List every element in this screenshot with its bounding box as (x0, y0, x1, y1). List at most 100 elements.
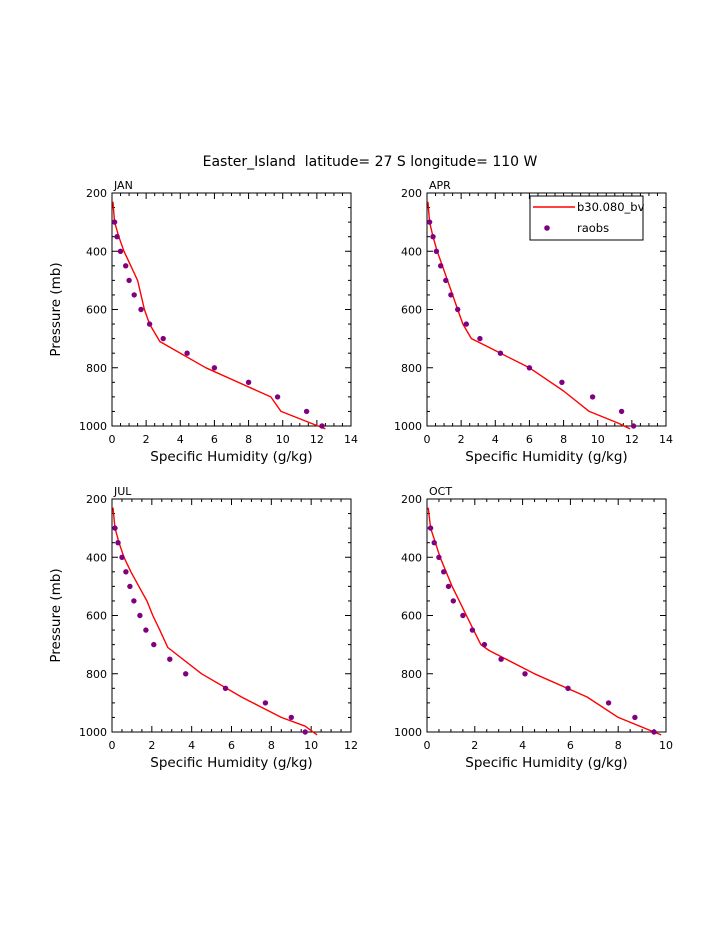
y-tick-label: 200 (86, 187, 107, 200)
raobs-point (151, 641, 157, 648)
panel-jan: JAN 0 2 4 6 8 10 12 14 200 400 600 800 1000 Specific H… (48, 179, 358, 465)
raobs-point (565, 685, 571, 691)
raobs-point (630, 423, 637, 429)
panels: JAN 0 2 4 6 8 10 12 14 200 400 600 800 1000 Specific H… (48, 179, 673, 771)
x-tick-label: 14 (659, 433, 673, 446)
panel-oct: OCT 0 2 4 6 8 10 200 400 600 800 1000 Specific Humid… (394, 485, 673, 771)
x-tick-label: 8 (615, 739, 622, 752)
x-tick-label: 2 (148, 739, 155, 752)
raobs-point (498, 656, 504, 662)
y-axis-label: Pressure (mb) (48, 568, 64, 662)
y-tick-label: 1000 (79, 726, 107, 739)
raobs-point (137, 612, 143, 619)
x-tick-label: 6 (228, 739, 235, 752)
raobs-point (477, 335, 483, 342)
x-tick-label: 10 (591, 433, 605, 446)
legend-model-label: b30.080_bv (577, 200, 645, 214)
y-tick-label: 400 (401, 551, 422, 564)
raobs-point (127, 583, 133, 590)
raobs-point (559, 379, 565, 385)
raobs-point (303, 408, 310, 415)
raobs-point (288, 714, 294, 721)
raobs-point (481, 641, 488, 648)
plot-frame (111, 192, 352, 427)
panel-jul: JUL 0 2 4 6 8 10 12 200 400 600 800 1000 Specific Hum… (48, 485, 358, 771)
raobs-point (160, 335, 166, 342)
x-tick-label: 10 (276, 433, 290, 446)
raobs-point (245, 379, 252, 385)
raobs-point (469, 627, 476, 633)
model-profile-line (112, 201, 326, 430)
plot-frame (111, 498, 352, 733)
legend: b30.080_bv raobs (529, 195, 645, 241)
y-tick-label: 1000 (394, 420, 422, 433)
raobs-point (455, 306, 461, 313)
raobs-point (632, 714, 638, 721)
x-tick-label: 4 (188, 739, 195, 752)
x-tick-label: 6 (211, 433, 218, 446)
raobs-point (131, 598, 137, 604)
raobs-point (146, 321, 153, 327)
y-tick-label: 800 (401, 362, 422, 375)
raobs-point (114, 234, 120, 240)
raobs-point (426, 219, 433, 225)
raobs-point (115, 540, 121, 546)
model-profile-line (112, 507, 318, 736)
y-tick-label: 600 (401, 610, 422, 623)
raobs-point (119, 554, 125, 560)
raobs-point (427, 525, 434, 531)
y-tick-label: 1000 (79, 420, 107, 433)
x-tick-label: 4 (177, 433, 184, 446)
panel-month-label: JUL (113, 485, 132, 498)
raobs-point (111, 219, 118, 225)
y-axis-label: Pressure (mb) (48, 262, 64, 356)
y-tick-label: 200 (401, 493, 422, 506)
raobs-point (430, 234, 436, 240)
x-tick-label: 8 (268, 739, 275, 752)
y-tick-label: 200 (86, 493, 107, 506)
y-tick-label: 800 (86, 362, 107, 375)
x-axis-label: Specific Humidity (g/kg) (150, 755, 312, 771)
y-tick-label: 400 (86, 245, 107, 258)
x-axis-label: Specific Humidity (g/kg) (465, 449, 627, 465)
panel-apr: APR 0 2 4 6 8 10 12 14 200 400 600 800 1000 Specific H… (394, 179, 673, 465)
y-tick-label: 600 (401, 304, 422, 317)
raobs-point (522, 671, 528, 677)
x-tick-label: 12 (344, 739, 358, 752)
raobs-point (605, 700, 612, 706)
raobs-point (143, 627, 149, 633)
panel-month-label: APR (429, 179, 451, 192)
x-tick-label: 8 (560, 433, 567, 446)
raobs-point (126, 277, 132, 284)
raobs-point (274, 394, 281, 400)
x-tick-label: 2 (458, 433, 465, 446)
y-tick-label: 200 (401, 187, 422, 200)
model-profile-line (427, 507, 662, 736)
x-tick-label: 4 (519, 739, 526, 752)
raobs-point (112, 525, 118, 531)
raobs-point (589, 394, 596, 400)
raobs-point (448, 292, 454, 298)
raobs-point (438, 263, 444, 269)
raobs-point (651, 729, 657, 735)
x-tick-label: 10 (304, 739, 318, 752)
y-tick-label: 400 (401, 245, 422, 258)
x-tick-label: 2 (471, 739, 478, 752)
y-tick-label: 1000 (394, 726, 422, 739)
raobs-point (262, 700, 269, 706)
x-tick-label: 6 (567, 739, 574, 752)
x-tick-label: 0 (109, 433, 116, 446)
raobs-point (497, 350, 504, 356)
y-tick-label: 800 (86, 668, 107, 681)
x-tick-label: 4 (492, 433, 499, 446)
y-tick-label: 600 (86, 304, 107, 317)
raobs-point (618, 408, 625, 415)
raobs-point (445, 583, 452, 590)
panel-month-label: JAN (113, 179, 133, 192)
raobs-point (131, 292, 137, 298)
raobs-point (184, 350, 190, 356)
x-tick-label: 10 (659, 739, 673, 752)
x-tick-label: 12 (310, 433, 324, 446)
legend-box (529, 195, 644, 241)
